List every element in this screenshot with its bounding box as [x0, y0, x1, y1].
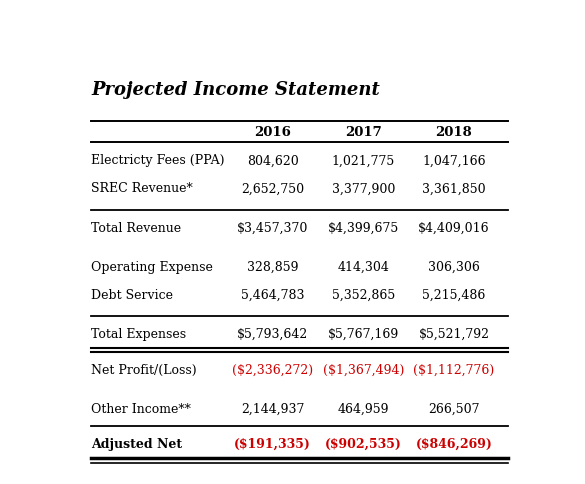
Text: ($902,535): ($902,535): [325, 438, 402, 450]
Text: 328,859: 328,859: [247, 260, 298, 273]
Text: 5,464,783: 5,464,783: [241, 288, 304, 301]
Text: 464,959: 464,959: [338, 402, 389, 415]
Text: 5,352,865: 5,352,865: [332, 288, 395, 301]
Text: Other Income**: Other Income**: [91, 402, 191, 415]
Text: 804,620: 804,620: [247, 154, 298, 167]
Text: 2,652,750: 2,652,750: [241, 182, 304, 195]
Text: 3,361,850: 3,361,850: [422, 182, 486, 195]
Text: $5,521,792: $5,521,792: [418, 327, 490, 340]
Text: 414,304: 414,304: [338, 260, 389, 273]
Text: Electricty Fees (PPA): Electricty Fees (PPA): [91, 154, 225, 167]
Text: Total Revenue: Total Revenue: [91, 221, 181, 234]
Text: ($1,367,494): ($1,367,494): [322, 363, 404, 376]
Text: 5,215,486: 5,215,486: [422, 288, 486, 301]
Text: Operating Expense: Operating Expense: [91, 260, 213, 273]
Text: Adjusted Net: Adjusted Net: [91, 438, 183, 450]
Text: $4,409,016: $4,409,016: [418, 221, 490, 234]
Text: 266,507: 266,507: [428, 402, 480, 415]
Text: ($2,336,272): ($2,336,272): [232, 363, 313, 376]
Text: $5,793,642: $5,793,642: [237, 327, 308, 340]
Text: $5,767,169: $5,767,169: [328, 327, 399, 340]
Text: 2018: 2018: [436, 126, 472, 139]
Text: $3,457,370: $3,457,370: [237, 221, 308, 234]
Text: 1,021,775: 1,021,775: [332, 154, 395, 167]
Text: $4,399,675: $4,399,675: [328, 221, 399, 234]
Text: ($191,335): ($191,335): [234, 438, 311, 450]
Text: 3,377,900: 3,377,900: [332, 182, 395, 195]
Text: Total Expenses: Total Expenses: [91, 327, 187, 340]
Text: Net Profit/(Loss): Net Profit/(Loss): [91, 363, 197, 376]
Text: 1,047,166: 1,047,166: [422, 154, 486, 167]
Text: 2017: 2017: [345, 126, 381, 139]
Text: SREC Revenue*: SREC Revenue*: [91, 182, 193, 195]
Text: Debt Service: Debt Service: [91, 288, 173, 301]
Text: ($846,269): ($846,269): [415, 438, 493, 450]
Text: Projected Income Statement: Projected Income Statement: [91, 80, 380, 98]
Text: 2,144,937: 2,144,937: [241, 402, 304, 415]
Text: 2016: 2016: [254, 126, 291, 139]
Text: ($1,112,776): ($1,112,776): [414, 363, 494, 376]
Text: 306,306: 306,306: [428, 260, 480, 273]
